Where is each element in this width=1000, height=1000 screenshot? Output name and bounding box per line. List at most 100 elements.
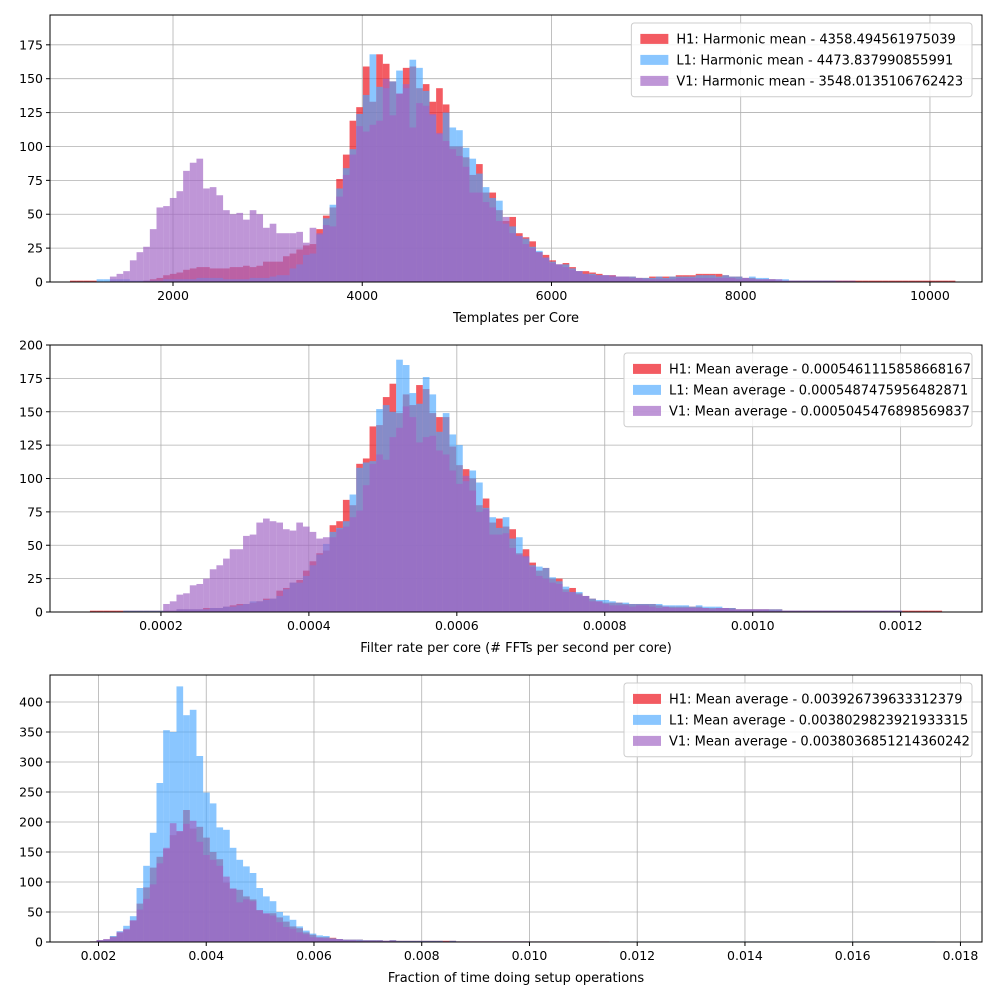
histogram-bar xyxy=(362,131,370,282)
histogram-bar xyxy=(296,231,303,282)
histogram-bar xyxy=(109,937,117,942)
histogram-bar xyxy=(689,607,696,612)
histogram-bar xyxy=(775,279,783,282)
histogram-bar xyxy=(156,863,164,942)
histogram-bar xyxy=(376,940,383,942)
histogram-bar xyxy=(96,610,104,612)
histogram-bar xyxy=(429,435,437,612)
histogram-bar xyxy=(842,610,849,612)
histogram-bar xyxy=(149,610,157,612)
histogram-bar xyxy=(249,534,257,612)
histogram-bar xyxy=(888,280,896,282)
histogram-bar xyxy=(682,277,690,282)
histogram-bar xyxy=(462,475,470,612)
histogram-bar xyxy=(788,280,796,282)
y-tick-label: 125 xyxy=(19,105,43,120)
histogram-bar xyxy=(302,526,310,612)
histogram-bar xyxy=(729,277,736,282)
histogram-bar xyxy=(815,280,823,282)
histogram-bar xyxy=(229,888,237,942)
legend: H1: Harmonic mean - 4358.494561975039 L1:… xyxy=(630,22,973,98)
x-tick-label: 0.004 xyxy=(188,948,224,963)
histogram-bar xyxy=(103,939,110,942)
histogram-bar xyxy=(875,280,883,282)
x-tick-label: 0.012 xyxy=(619,948,655,963)
histogram-bar xyxy=(822,280,829,282)
histogram-bar xyxy=(456,483,463,612)
histogram-bar xyxy=(123,928,130,942)
histogram-bar xyxy=(535,252,543,282)
y-tick-label: 25 xyxy=(27,571,43,586)
histogram-bar xyxy=(369,124,377,282)
histogram-bar xyxy=(529,248,536,282)
histogram-bar xyxy=(855,280,863,282)
histogram-bar xyxy=(602,275,610,282)
histogram-bar xyxy=(336,939,343,942)
histogram-bar xyxy=(369,940,377,942)
histogram-bar xyxy=(143,610,150,612)
histogram-bar xyxy=(436,132,443,282)
histogram-bar xyxy=(868,610,876,612)
x-tick-label: 0.010 xyxy=(512,948,548,963)
histogram-bar xyxy=(223,558,230,612)
histogram-bar xyxy=(203,188,210,282)
histogram-bar xyxy=(369,463,377,612)
histogram-bar xyxy=(675,277,683,282)
histogram-bar xyxy=(828,280,836,282)
histogram-bar xyxy=(223,876,230,942)
histogram-bar xyxy=(629,606,636,612)
x-tick-label: 0.0002 xyxy=(139,618,183,633)
histogram-bar xyxy=(149,229,157,282)
histogram-bar xyxy=(755,609,763,612)
histogram-bar xyxy=(143,898,150,942)
histogram-bar xyxy=(735,279,743,282)
x-tick-label: 0.0006 xyxy=(435,618,479,633)
histogram-bar xyxy=(842,280,849,282)
histogram-bar xyxy=(256,214,264,282)
histogram-bar xyxy=(216,865,224,942)
histogram-bar xyxy=(509,233,516,282)
histogram-bar xyxy=(555,264,563,282)
histogram-bar xyxy=(249,210,257,282)
histogram-bar xyxy=(243,899,250,942)
histogram-bar xyxy=(882,610,889,612)
histogram-bar xyxy=(83,280,90,282)
histogram-bar xyxy=(469,192,477,282)
y-tick-label: 300 xyxy=(19,755,43,770)
histogram-bar xyxy=(882,280,889,282)
histogram-bar xyxy=(669,607,676,612)
histogram-bar xyxy=(283,927,290,942)
histogram-bar xyxy=(143,246,150,282)
histogram-bar xyxy=(376,454,383,612)
histogram-bar xyxy=(782,279,789,282)
histogram-bar xyxy=(902,280,909,282)
x-tick-label: 4000 xyxy=(346,288,378,303)
histogram-bar xyxy=(336,529,343,612)
histogram-bar xyxy=(589,601,596,612)
histogram-bar xyxy=(516,554,523,612)
histogram-bar xyxy=(595,601,603,612)
histogram-bar xyxy=(236,549,244,612)
histogram-bar xyxy=(389,115,397,282)
histogram-bar xyxy=(116,610,124,612)
histogram-bar xyxy=(822,610,829,612)
histogram-bar xyxy=(376,120,383,283)
legend-box xyxy=(623,682,973,758)
x-tick-label: 0.016 xyxy=(835,948,871,963)
axes-frame xyxy=(49,674,983,943)
histogram-bar xyxy=(555,583,563,612)
histogram-bar xyxy=(935,610,943,612)
histogram-bar xyxy=(742,609,749,612)
legend-label-l1: L1: Mean average - 0.0038029823921933315 xyxy=(669,713,968,728)
histogram-bar xyxy=(309,227,317,282)
legend-box xyxy=(623,352,973,428)
histogram-bar xyxy=(575,271,583,282)
histogram-bar xyxy=(535,575,543,612)
histogram-bar xyxy=(928,610,936,612)
histogram-bar xyxy=(269,223,277,282)
histogram-bar xyxy=(89,280,97,282)
y-tick-label: 175 xyxy=(19,37,43,52)
histogram-bar xyxy=(316,233,323,282)
histogram-bar xyxy=(595,275,603,282)
